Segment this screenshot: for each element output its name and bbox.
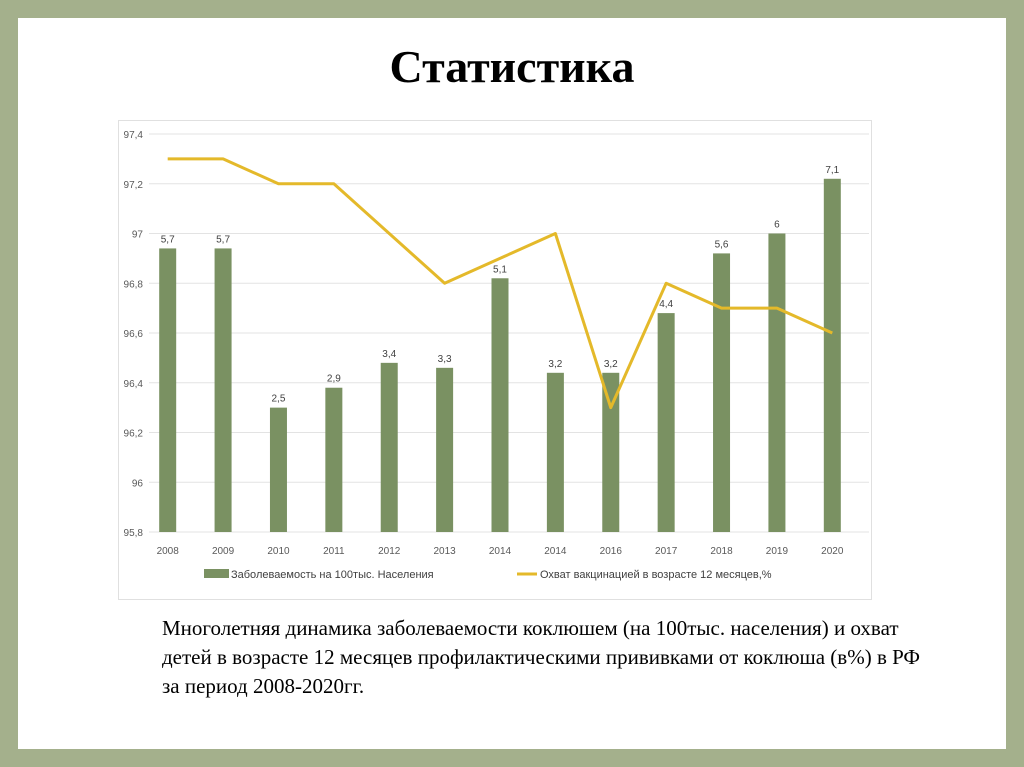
left-tick-label: 96 (132, 478, 144, 489)
legend-label-bars: Заболеваемость на 100тыс. Населения (231, 569, 434, 581)
x-tick-label: 2010 (267, 546, 290, 557)
x-tick-label: 2019 (766, 546, 789, 557)
bar-data-label: 3,2 (604, 359, 618, 370)
x-tick-label: 2014 (489, 546, 512, 557)
bar-data-label: 6 (774, 220, 780, 231)
legend-swatch-bars (204, 569, 229, 578)
bar (546, 372, 564, 532)
x-tick-label: 2017 (655, 546, 678, 557)
bar-data-label: 3,2 (548, 359, 562, 370)
x-tick-label: 2009 (212, 546, 235, 557)
chart-caption: Многолетняя динамика заболеваемости кокл… (162, 616, 921, 698)
left-tick-label: 95,8 (124, 528, 144, 539)
bar (602, 372, 620, 532)
bar (823, 178, 841, 532)
bar-data-label: 3,4 (382, 349, 396, 360)
left-tick-label: 97,2 (124, 180, 144, 191)
bar (269, 407, 287, 532)
bar-data-label: 5,1 (493, 264, 507, 275)
bar-data-label: 5,7 (161, 234, 175, 245)
bar (768, 233, 786, 532)
bar-data-label: 7,1 (825, 165, 839, 176)
left-tick-label: 97,4 (124, 130, 144, 141)
legend-label-line: Охват вакцинацией в возрасте 12 месяцев,… (540, 569, 772, 581)
bar-data-label: 2,5 (272, 394, 286, 405)
x-tick-label: 2020 (821, 546, 844, 557)
left-tick-label: 96,6 (124, 329, 144, 340)
x-tick-label: 2018 (710, 546, 733, 557)
left-tick-label: 96,8 (124, 279, 144, 290)
bar-data-label: 3,3 (438, 354, 452, 365)
bar (657, 313, 675, 532)
x-tick-label: 2008 (157, 546, 180, 557)
left-tick-label: 96,4 (124, 379, 144, 390)
x-tick-label: 2012 (378, 546, 401, 557)
bar (491, 278, 509, 532)
bar-data-label: 5,6 (715, 239, 729, 250)
slide-title: Статистика (389, 41, 635, 92)
bar-data-label: 4,4 (659, 299, 673, 310)
bar (436, 367, 454, 532)
chart: 95,89696,296,496,696,89797,297,401234567… (118, 120, 872, 600)
chart-svg: 95,89696,296,496,696,89797,297,401234567… (124, 130, 869, 581)
bar (380, 362, 398, 532)
bar (325, 387, 343, 532)
bar-data-label: 5,7 (216, 234, 230, 245)
x-tick-label: 2014 (544, 546, 567, 557)
bar-data-label: 2,9 (327, 374, 341, 385)
x-tick-label: 2011 (323, 546, 345, 557)
left-tick-label: 96,2 (124, 429, 144, 440)
bar (159, 248, 177, 533)
x-tick-label: 2013 (433, 546, 456, 557)
bar (214, 248, 232, 533)
x-tick-label: 2016 (600, 546, 623, 557)
left-tick-label: 97 (132, 230, 144, 241)
bar (713, 253, 731, 532)
